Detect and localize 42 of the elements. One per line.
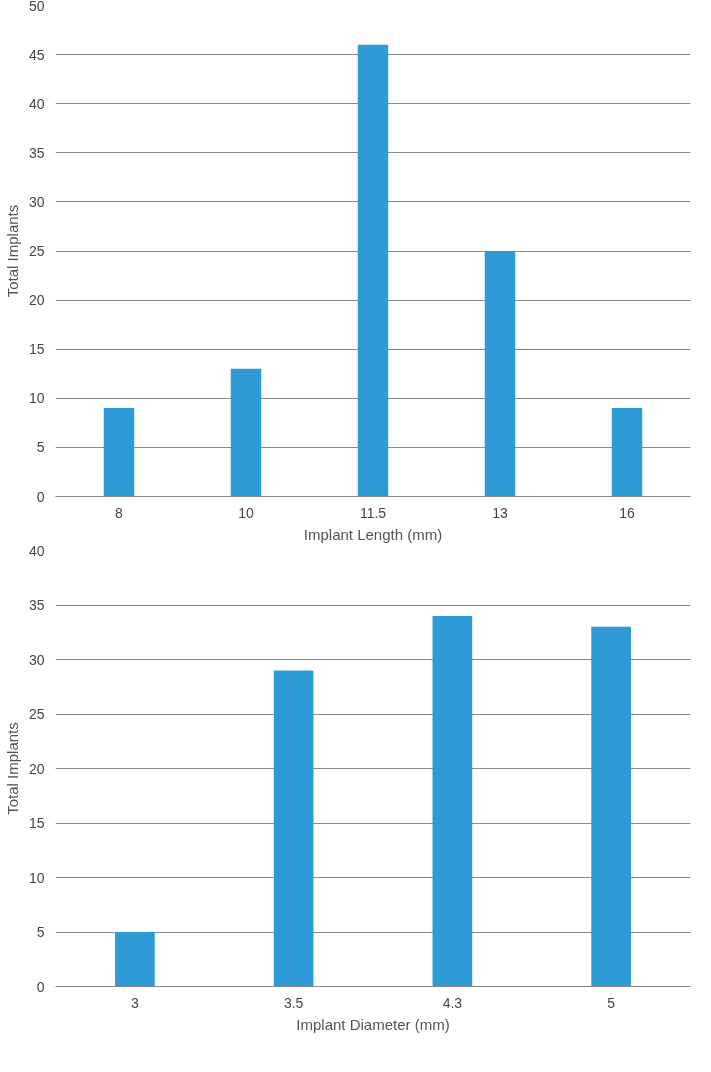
y-tick-label: 40 <box>28 542 45 559</box>
y-tick-label: 35 <box>28 597 45 613</box>
y-axis-title: Total Implants <box>3 722 21 815</box>
x-tick-label: 11.5 <box>359 504 387 521</box>
x-tick-label: 5 <box>607 994 616 1011</box>
y-tick-label: 10 <box>28 390 45 407</box>
y-tick-label: 0 <box>36 978 45 995</box>
y-tick-label: 10 <box>28 869 45 886</box>
bar <box>432 615 473 987</box>
y-tick-label: 30 <box>28 193 45 210</box>
bar <box>103 408 135 497</box>
bar <box>115 932 155 987</box>
bar <box>591 626 631 987</box>
y-tick-label: 25 <box>28 706 45 722</box>
bar <box>357 44 389 497</box>
bar <box>611 408 643 497</box>
x-tick-label: 10 <box>238 504 254 521</box>
y-tick-label: 40 <box>28 95 45 112</box>
y-axis-title: Total Implants <box>3 204 21 298</box>
bar <box>230 368 262 497</box>
x-axis-title: Implant Diameter (mm) <box>296 1015 450 1033</box>
x-tick-label: 8 <box>115 504 124 521</box>
y-tick-label: 50 <box>28 0 45 14</box>
bar <box>484 251 516 497</box>
x-tick-label: 3.5 <box>283 994 304 1011</box>
y-tick-label: 20 <box>28 292 45 309</box>
bar <box>273 670 314 987</box>
x-tick-label: 16 <box>619 504 635 521</box>
y-tick-label: 5 <box>36 439 45 456</box>
y-tick-label: 0 <box>36 488 45 505</box>
x-tick-label: 13 <box>492 504 508 521</box>
y-tick-label: 45 <box>28 46 45 63</box>
y-tick-label: 20 <box>28 760 45 777</box>
y-tick-label: 35 <box>28 144 45 161</box>
x-tick-label: 4.3 <box>442 994 463 1011</box>
y-tick-label: 30 <box>28 651 45 668</box>
y-tick-label: 15 <box>28 815 45 831</box>
x-tick-label: 3 <box>130 994 139 1011</box>
y-tick-label: 5 <box>36 924 45 940</box>
y-tick-label: 15 <box>28 341 45 358</box>
x-axis-title: Implant Length (mm) <box>303 525 443 543</box>
y-tick-label: 25 <box>28 243 45 259</box>
